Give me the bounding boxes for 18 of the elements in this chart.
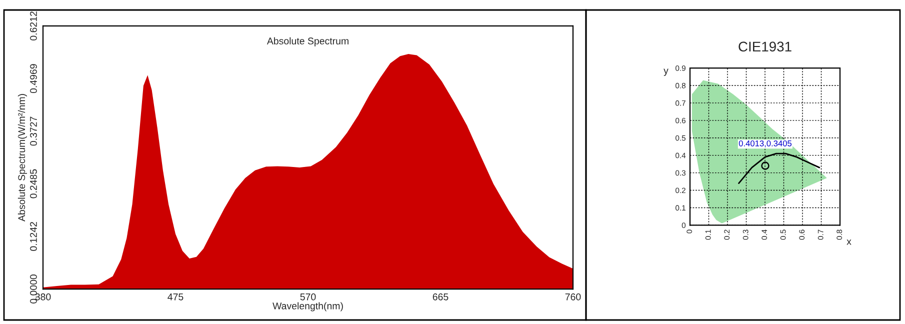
x-tick-label: 380	[35, 293, 51, 300]
chart-title: CIE1931	[738, 42, 792, 52]
x-tick-label: 665	[432, 293, 448, 300]
y-tick-label: 0.6212	[30, 12, 37, 40]
x-axis-title: x	[846, 240, 852, 245]
text: Absolute Spectrum	[266, 37, 348, 46]
x-tick-label: 760	[565, 293, 581, 300]
y-tick-label: 0.1242	[30, 222, 37, 251]
x-tick-label: 475	[168, 294, 184, 300]
y-tick-label: 0.0000	[30, 274, 37, 304]
y-axis-title: Absolute Spectrum(W/m²/nm)	[18, 94, 27, 222]
y-tick-label: 0.2485	[30, 169, 37, 198]
y-tick-label: 0.4969	[30, 64, 37, 94]
x-tick-label: 570	[300, 293, 316, 300]
x-axis-title: Wavelength(nm)	[272, 302, 343, 312]
y-axis-title: y	[664, 68, 668, 76]
y-tick-label: 0.3727	[30, 116, 37, 146]
annotation: 0.4013,0.3405	[738, 140, 792, 148]
